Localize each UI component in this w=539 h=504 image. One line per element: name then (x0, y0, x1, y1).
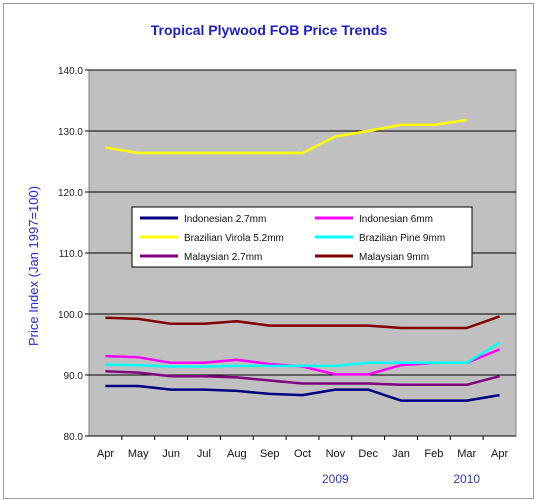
x-tick-label: Feb (424, 448, 443, 460)
x-tick-label: Dec (358, 448, 378, 460)
legend: Indonesian 2.7mm Indonesian 6mm Brazilian … (131, 206, 473, 268)
series-lines (105, 118, 501, 402)
year-labels: 2009 2010 (322, 472, 480, 486)
y-tick-label: 120.0 (58, 188, 83, 199)
y-axis-label: Price Index (Jan 1997=100) (26, 186, 41, 346)
y-tick-label: 110.0 (59, 249, 84, 260)
y-tick-label: 100.0 (58, 310, 83, 321)
series-line-indonesian-2-7mm (105, 384, 500, 402)
x-tick-label: Apr (97, 448, 114, 460)
x-tick-label: Mar (457, 448, 476, 460)
x-tick-label: Jan (392, 448, 410, 460)
legend-label: Brazilian Pine 9mm (359, 233, 445, 244)
x-tick-label: Nov (326, 448, 346, 460)
y-axis-ticks: 80.0 90.0 100.0 110.0 120.0 130.0 140.0 (58, 66, 89, 443)
y-tick-label: 90.0 (64, 371, 84, 382)
y-tick-label: 80.0 (64, 432, 84, 443)
legend-label: Indonesian 6mm (359, 214, 433, 225)
x-tick-label: May (128, 448, 149, 460)
x-tick-label: Jul (197, 448, 211, 460)
legend-label: Indonesian 2.7mm (184, 214, 266, 225)
legend-label: Brazilian Virola 5.2mm (184, 233, 284, 244)
legend-box (131, 206, 473, 268)
series-line-malaysian-2-7mm (105, 370, 500, 387)
legend-label: Malaysian 2.7mm (184, 252, 262, 263)
chart-title: Tropical Plywood FOB Price Trends (151, 22, 388, 38)
year-label: 2009 (322, 472, 349, 486)
chart-frame: Tropical Plywood FOB Price Trends 80.0 90… (3, 3, 534, 499)
y-tick-label: 140.0 (58, 66, 83, 77)
x-tick-label: Apr (491, 448, 508, 460)
x-tick-label: Jun (162, 448, 180, 460)
x-axis-ticks: Apr May Jun Jul Aug Sep Oct Nov Dec Jan Feb Mar Apr (97, 436, 508, 460)
x-tick-label: Aug (227, 448, 247, 460)
line-chart: Tropical Plywood FOB Price Trends 80.0 90… (26, 22, 517, 486)
series-line-brazilian-pine-9mm (105, 341, 501, 368)
x-tick-label: Sep (260, 448, 280, 460)
year-label: 2010 (453, 472, 480, 486)
series-line-malaysian-9mm (105, 315, 501, 330)
x-tick-label: Oct (294, 448, 311, 460)
series-line-brazilian-virola-5-2mm (105, 118, 467, 155)
y-tick-label: 130.0 (58, 127, 83, 138)
legend-label: Malaysian 9mm (359, 252, 429, 263)
